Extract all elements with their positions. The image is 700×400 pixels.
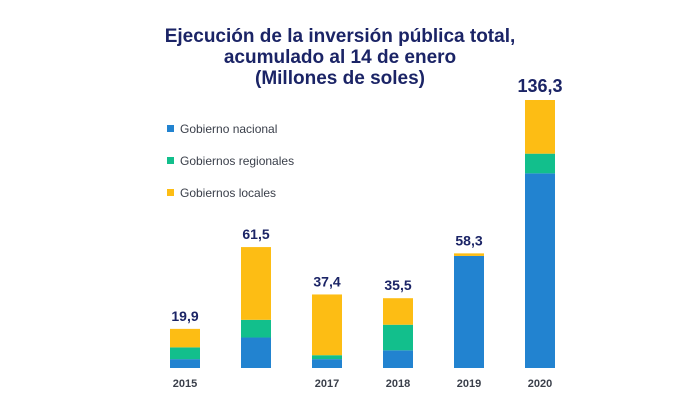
bar-segment-gobiernos-locales-2 bbox=[312, 294, 342, 356]
total-label-0: 19,9 bbox=[171, 308, 198, 324]
legend-swatch-gobiernos-locales bbox=[167, 189, 174, 196]
bar-segment-gobiernos-locales-5 bbox=[525, 100, 555, 154]
x-tick-2020: 2020 bbox=[528, 378, 552, 390]
x-axis-ticks: 2015 2017 2018 2019 2020 bbox=[173, 378, 552, 390]
bar-segment-gobiernos-locales-4 bbox=[454, 253, 484, 256]
bar-segment-gobierno-nacional-2 bbox=[312, 359, 342, 368]
legend-label-gobiernos-regionales: Gobiernos regionales bbox=[180, 154, 294, 168]
bar-segment-gobierno-nacional-0 bbox=[170, 359, 200, 368]
total-label-1: 61,5 bbox=[242, 226, 269, 242]
bar-segment-gobiernos-regionales-3 bbox=[383, 324, 413, 351]
total-label-3: 35,5 bbox=[384, 277, 411, 293]
legend: Gobierno nacional Gobiernos regionales Gob… bbox=[167, 122, 294, 200]
bar-segment-gobierno-nacional-3 bbox=[383, 350, 413, 368]
chart-title-line-2: acumulado al 14 de enero bbox=[223, 47, 457, 68]
x-tick-2019: 2019 bbox=[457, 378, 481, 390]
bar-segment-gobiernos-locales-0 bbox=[170, 328, 200, 348]
bar-segment-gobiernos-regionales-5 bbox=[525, 153, 555, 174]
bar-segment-gobiernos-regionales-2 bbox=[312, 355, 342, 360]
chart-title: Ejecución de la inversión pública total,… bbox=[120, 26, 560, 89]
bar-segment-gobiernos-locales-1 bbox=[241, 247, 271, 320]
chart-title-line-3: (Millones de soles) bbox=[255, 68, 425, 89]
bar-segment-gobiernos-locales-3 bbox=[383, 298, 413, 325]
x-tick-2015: 2015 bbox=[173, 378, 197, 390]
total-label-4: 58,3 bbox=[455, 232, 482, 248]
total-label-2: 37,4 bbox=[313, 273, 340, 289]
total-labels: 19,9 61,5 37,4 35,5 58,3 136,3 bbox=[171, 76, 562, 324]
chart-title-line-1: Ejecución de la inversión pública total, bbox=[164, 26, 516, 47]
legend-label-gobiernos-locales: Gobiernos locales bbox=[180, 186, 276, 200]
legend-swatch-gobierno-nacional bbox=[167, 125, 174, 132]
bar-segment-gobiernos-regionales-0 bbox=[170, 347, 200, 360]
bar-segment-gobiernos-regionales-1 bbox=[241, 319, 271, 338]
legend-label-gobierno-nacional: Gobierno nacional bbox=[180, 122, 277, 136]
bar-segment-gobierno-nacional-5 bbox=[525, 173, 555, 368]
x-tick-2018: 2018 bbox=[386, 378, 410, 390]
x-tick-2017: 2017 bbox=[315, 378, 339, 390]
total-label-5: 136,3 bbox=[517, 76, 562, 96]
bar-segment-gobierno-nacional-1 bbox=[241, 337, 271, 368]
bars bbox=[170, 100, 555, 368]
bar-segment-gobierno-nacional-4 bbox=[454, 255, 484, 368]
legend-swatch-gobiernos-regionales bbox=[167, 157, 174, 164]
